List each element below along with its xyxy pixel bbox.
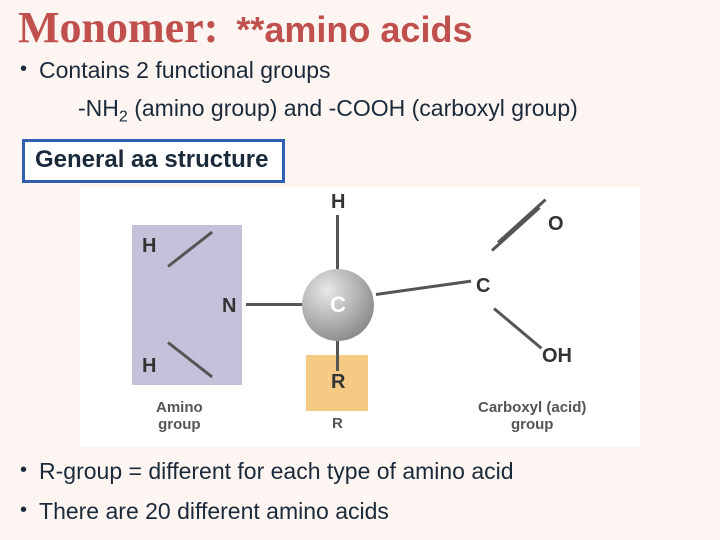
bond-line <box>491 206 541 251</box>
bond-line <box>336 215 339 269</box>
atom-label-O_top: O <box>548 213 564 236</box>
atom-label-OH: OH <box>542 345 572 368</box>
nh2-prefix: -NH <box>78 95 119 121</box>
r-group-label: R <box>332 415 343 432</box>
central-carbon: C <box>302 269 374 341</box>
amino-group-label: Aminogroup <box>156 399 203 433</box>
bond-line <box>493 307 542 349</box>
bullet-1-sub: -NH2 (amino group) and -COOH (carboxyl g… <box>18 95 702 127</box>
atom-label-H_top: H <box>331 191 345 214</box>
bullet-dot-icon: • <box>18 496 27 524</box>
bond-line <box>246 303 302 306</box>
bullet-dot-icon: • <box>18 456 27 484</box>
title-sub: **amino acids <box>236 9 472 51</box>
bullet-3-text: There are 20 different amino acids <box>39 496 389 526</box>
bullet-1: • Contains 2 functional groups <box>18 55 702 85</box>
bullet-2: • R-group = different for each type of a… <box>18 456 702 486</box>
bond-line <box>336 341 339 371</box>
atom-label-R: R <box>331 371 345 394</box>
atom-label-N: N <box>222 295 236 318</box>
carboxyl-group-label: Carboxyl (acid)group <box>478 399 586 433</box>
bottom-bullets: • R-group = different for each type of a… <box>18 446 702 526</box>
aa-structure-diagram: C H N H H R C O OH Aminogroup R Carboxyl (acid)grou… <box>80 187 640 447</box>
title-main: Monomer: <box>18 2 218 53</box>
bullet-1-text: Contains 2 functional groups <box>39 55 331 85</box>
atom-label-H_upper_left: H <box>142 235 156 258</box>
structure-box-label: General aa structure <box>22 139 285 183</box>
bond-line <box>497 198 547 243</box>
title-row: Monomer: **amino acids <box>18 0 702 53</box>
nh2-rest: (amino group) and -COOH (carboxyl group) <box>128 95 578 121</box>
nh2-subscript: 2 <box>119 108 128 126</box>
bullet-3: • There are 20 different amino acids <box>18 496 702 526</box>
atom-label-H_lower_left: H <box>142 355 156 378</box>
bullet-2-text: R-group = different for each type of ami… <box>39 456 514 486</box>
bullet-dot-icon: • <box>18 55 27 83</box>
atom-label-C_right: C <box>476 275 490 298</box>
slide: Monomer: **amino acids • Contains 2 func… <box>0 0 720 540</box>
bond-line <box>376 279 471 295</box>
